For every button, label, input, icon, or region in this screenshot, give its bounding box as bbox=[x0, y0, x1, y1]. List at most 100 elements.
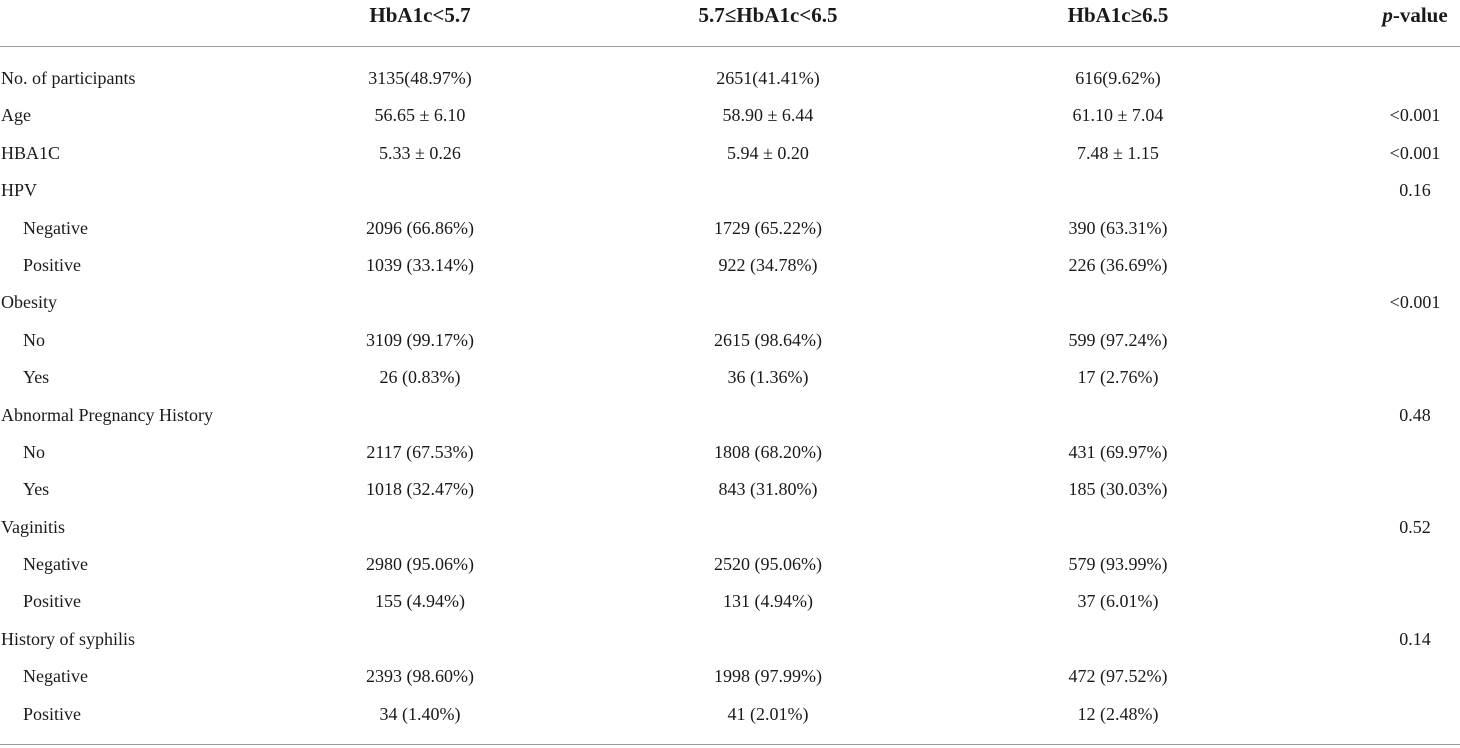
cell-hba1c-high bbox=[1028, 397, 1208, 434]
cell-hba1c-mid: 1729 (65.22%) bbox=[714, 217, 822, 238]
cell-hba1c-mid: 922 (34.78%) bbox=[718, 254, 818, 275]
table-row: Obesity <0.001 bbox=[0, 284, 1460, 321]
table-row: HPV 0.16 bbox=[0, 172, 1460, 209]
table-row: Yes 26 (0.83%) 36 (1.36%) 17 (2.76%) bbox=[0, 359, 1460, 396]
cell-hba1c-high: 226 (36.69%) bbox=[1068, 254, 1168, 275]
table-row: No. of participants 3135(48.97%) 2651(41.4… bbox=[0, 60, 1460, 97]
table-row: Negative 2980 (95.06%) 2520 (95.06%) 579 (9… bbox=[0, 546, 1460, 583]
cell-hba1c-mid: 1808 (68.20%) bbox=[714, 441, 822, 462]
row-label: No bbox=[23, 329, 45, 350]
cell-hba1c-low: 155 (4.94%) bbox=[375, 591, 465, 612]
cell-hba1c-low bbox=[330, 509, 510, 546]
cell-p-value: <0.001 bbox=[1389, 142, 1441, 163]
cell-hba1c-high: 472 (97.52%) bbox=[1068, 666, 1168, 687]
cell-hba1c-low bbox=[330, 397, 510, 434]
row-label: Vaginitis bbox=[1, 516, 66, 537]
cell-hba1c-low bbox=[330, 284, 510, 321]
cell-hba1c-mid bbox=[673, 509, 863, 546]
cell-p-value: 0.52 bbox=[1399, 516, 1431, 537]
row-label: Negative bbox=[23, 217, 88, 238]
row-label: Abnormal Pregnancy History bbox=[1, 404, 213, 425]
row-label: Obesity bbox=[1, 292, 57, 313]
cell-hba1c-high: 17 (2.76%) bbox=[1077, 367, 1159, 388]
cell-hba1c-low bbox=[330, 172, 510, 209]
cell-hba1c-low: 56.65 ± 6.10 bbox=[374, 105, 466, 126]
cell-hba1c-high: 390 (63.31%) bbox=[1068, 217, 1168, 238]
cell-hba1c-low: 2980 (95.06%) bbox=[366, 554, 474, 575]
table-row: Positive 155 (4.94%) 131 (4.94%) 37 (6.01%) bbox=[0, 583, 1460, 620]
cell-hba1c-low: 34 (1.40%) bbox=[379, 703, 461, 724]
row-label: Age bbox=[1, 105, 31, 126]
cell-hba1c-mid: 1998 (97.99%) bbox=[714, 666, 822, 687]
cell-p-value: <0.001 bbox=[1389, 105, 1441, 126]
table-body: No. of participants 3135(48.97%) 2651(41.4… bbox=[0, 47, 1460, 733]
table-row: Negative 2096 (66.86%) 1729 (65.22%) 390 (6… bbox=[0, 210, 1460, 247]
cell-hba1c-low: 3135(48.97%) bbox=[368, 68, 472, 88]
cell-hba1c-mid bbox=[673, 172, 863, 209]
cell-p-value bbox=[1365, 658, 1460, 695]
table-row: Negative 2393 (98.60%) 1998 (97.99%) 472 (9… bbox=[0, 658, 1460, 695]
cell-hba1c-high: 12 (2.48%) bbox=[1077, 703, 1159, 724]
cell-hba1c-mid: 2615 (98.64%) bbox=[714, 329, 822, 350]
cell-hba1c-low: 2117 (67.53%) bbox=[366, 441, 474, 462]
table-row: Abnormal Pregnancy History 0.48 bbox=[0, 397, 1460, 434]
cell-hba1c-low: 2096 (66.86%) bbox=[366, 217, 474, 238]
cell-hba1c-low: 3109 (99.17%) bbox=[366, 329, 474, 350]
cell-hba1c-mid bbox=[673, 284, 863, 321]
cell-hba1c-high: 61.10 ± 7.04 bbox=[1072, 105, 1164, 126]
cell-p-value bbox=[1365, 434, 1460, 471]
row-label: Positive bbox=[23, 703, 82, 724]
cell-p-value bbox=[1365, 471, 1460, 508]
cell-hba1c-low: 1018 (32.47%) bbox=[366, 479, 474, 500]
cell-hba1c-high bbox=[1028, 621, 1208, 658]
cell-p-value bbox=[1365, 322, 1460, 359]
row-label: Yes bbox=[23, 367, 50, 388]
header-p-italic: p bbox=[1382, 3, 1393, 27]
cell-hba1c-mid: 131 (4.94%) bbox=[723, 591, 813, 612]
cell-hba1c-mid: 41 (2.01%) bbox=[727, 703, 809, 724]
cell-hba1c-high: 599 (97.24%) bbox=[1068, 329, 1168, 350]
cell-hba1c-high: 7.48 ± 1.15 bbox=[1077, 142, 1159, 163]
cell-hba1c-high bbox=[1028, 172, 1208, 209]
table-header: HbA1c<5.7 5.7≤HbA1c<6.5 HbA1c≥6.5 p-valu… bbox=[0, 0, 1460, 47]
cell-hba1c-mid: 843 (31.80%) bbox=[718, 479, 818, 500]
row-label: HBA1C bbox=[1, 142, 61, 163]
cell-p-value: 0.16 bbox=[1399, 180, 1431, 201]
cell-hba1c-high bbox=[1028, 284, 1208, 321]
cell-hba1c-low: 2393 (98.60%) bbox=[366, 666, 474, 687]
cell-p-value: 0.48 bbox=[1399, 404, 1431, 425]
header-hba1c-high: HbA1c≥6.5 bbox=[1067, 3, 1169, 27]
header-p-rest: -value bbox=[1392, 3, 1448, 27]
table-row: HBA1C 5.33 ± 0.26 5.94 ± 0.20 7.48 ± 1.15 <0… bbox=[0, 135, 1460, 172]
table-row: No 2117 (67.53%) 1808 (68.20%) 431 (69.97%) bbox=[0, 434, 1460, 471]
cell-p-value bbox=[1365, 696, 1460, 733]
cell-hba1c-high: 431 (69.97%) bbox=[1068, 441, 1168, 462]
cell-p-value bbox=[1365, 210, 1460, 247]
cell-hba1c-high: 185 (30.03%) bbox=[1068, 479, 1168, 500]
row-label: No. of participants bbox=[1, 68, 136, 88]
data-table: HbA1c<5.7 5.7≤HbA1c<6.5 HbA1c≥6.5 p-valu… bbox=[0, 0, 1460, 733]
table-row: No 3109 (99.17%) 2615 (98.64%) 599 (97.24%) bbox=[0, 322, 1460, 359]
table-row: Vaginitis 0.52 bbox=[0, 509, 1460, 546]
cell-hba1c-mid bbox=[673, 621, 863, 658]
row-label: Negative bbox=[23, 666, 88, 687]
row-label: No bbox=[23, 441, 45, 462]
table-row: Yes 1018 (32.47%) 843 (31.80%) 185 (30.03%) bbox=[0, 471, 1460, 508]
cell-hba1c-low: 1039 (33.14%) bbox=[366, 254, 474, 275]
bottom-rule bbox=[0, 744, 1460, 745]
row-label: Negative bbox=[23, 554, 88, 575]
cell-hba1c-high: 616(9.62%) bbox=[1075, 68, 1161, 88]
table-row: Positive 34 (1.40%) 41 (2.01%) 12 (2.48%) bbox=[0, 696, 1460, 733]
header-hba1c-low: HbA1c<5.7 bbox=[369, 3, 471, 27]
cell-hba1c-low: 5.33 ± 0.26 bbox=[379, 142, 461, 163]
cell-hba1c-mid bbox=[673, 397, 863, 434]
cell-hba1c-high: 579 (93.99%) bbox=[1068, 554, 1168, 575]
table-row: Positive 1039 (33.14%) 922 (34.78%) 226 (36… bbox=[0, 247, 1460, 284]
cell-p-value bbox=[1365, 546, 1460, 583]
row-label: HPV bbox=[1, 180, 38, 201]
cell-p-value bbox=[1365, 359, 1460, 396]
cell-hba1c-mid: 58.90 ± 6.44 bbox=[722, 105, 814, 126]
table-row: Age 56.65 ± 6.10 58.90 ± 6.44 61.10 ± 7.04 <… bbox=[0, 97, 1460, 134]
cell-p-value bbox=[1365, 60, 1460, 97]
cell-p-value: 0.14 bbox=[1399, 628, 1431, 649]
